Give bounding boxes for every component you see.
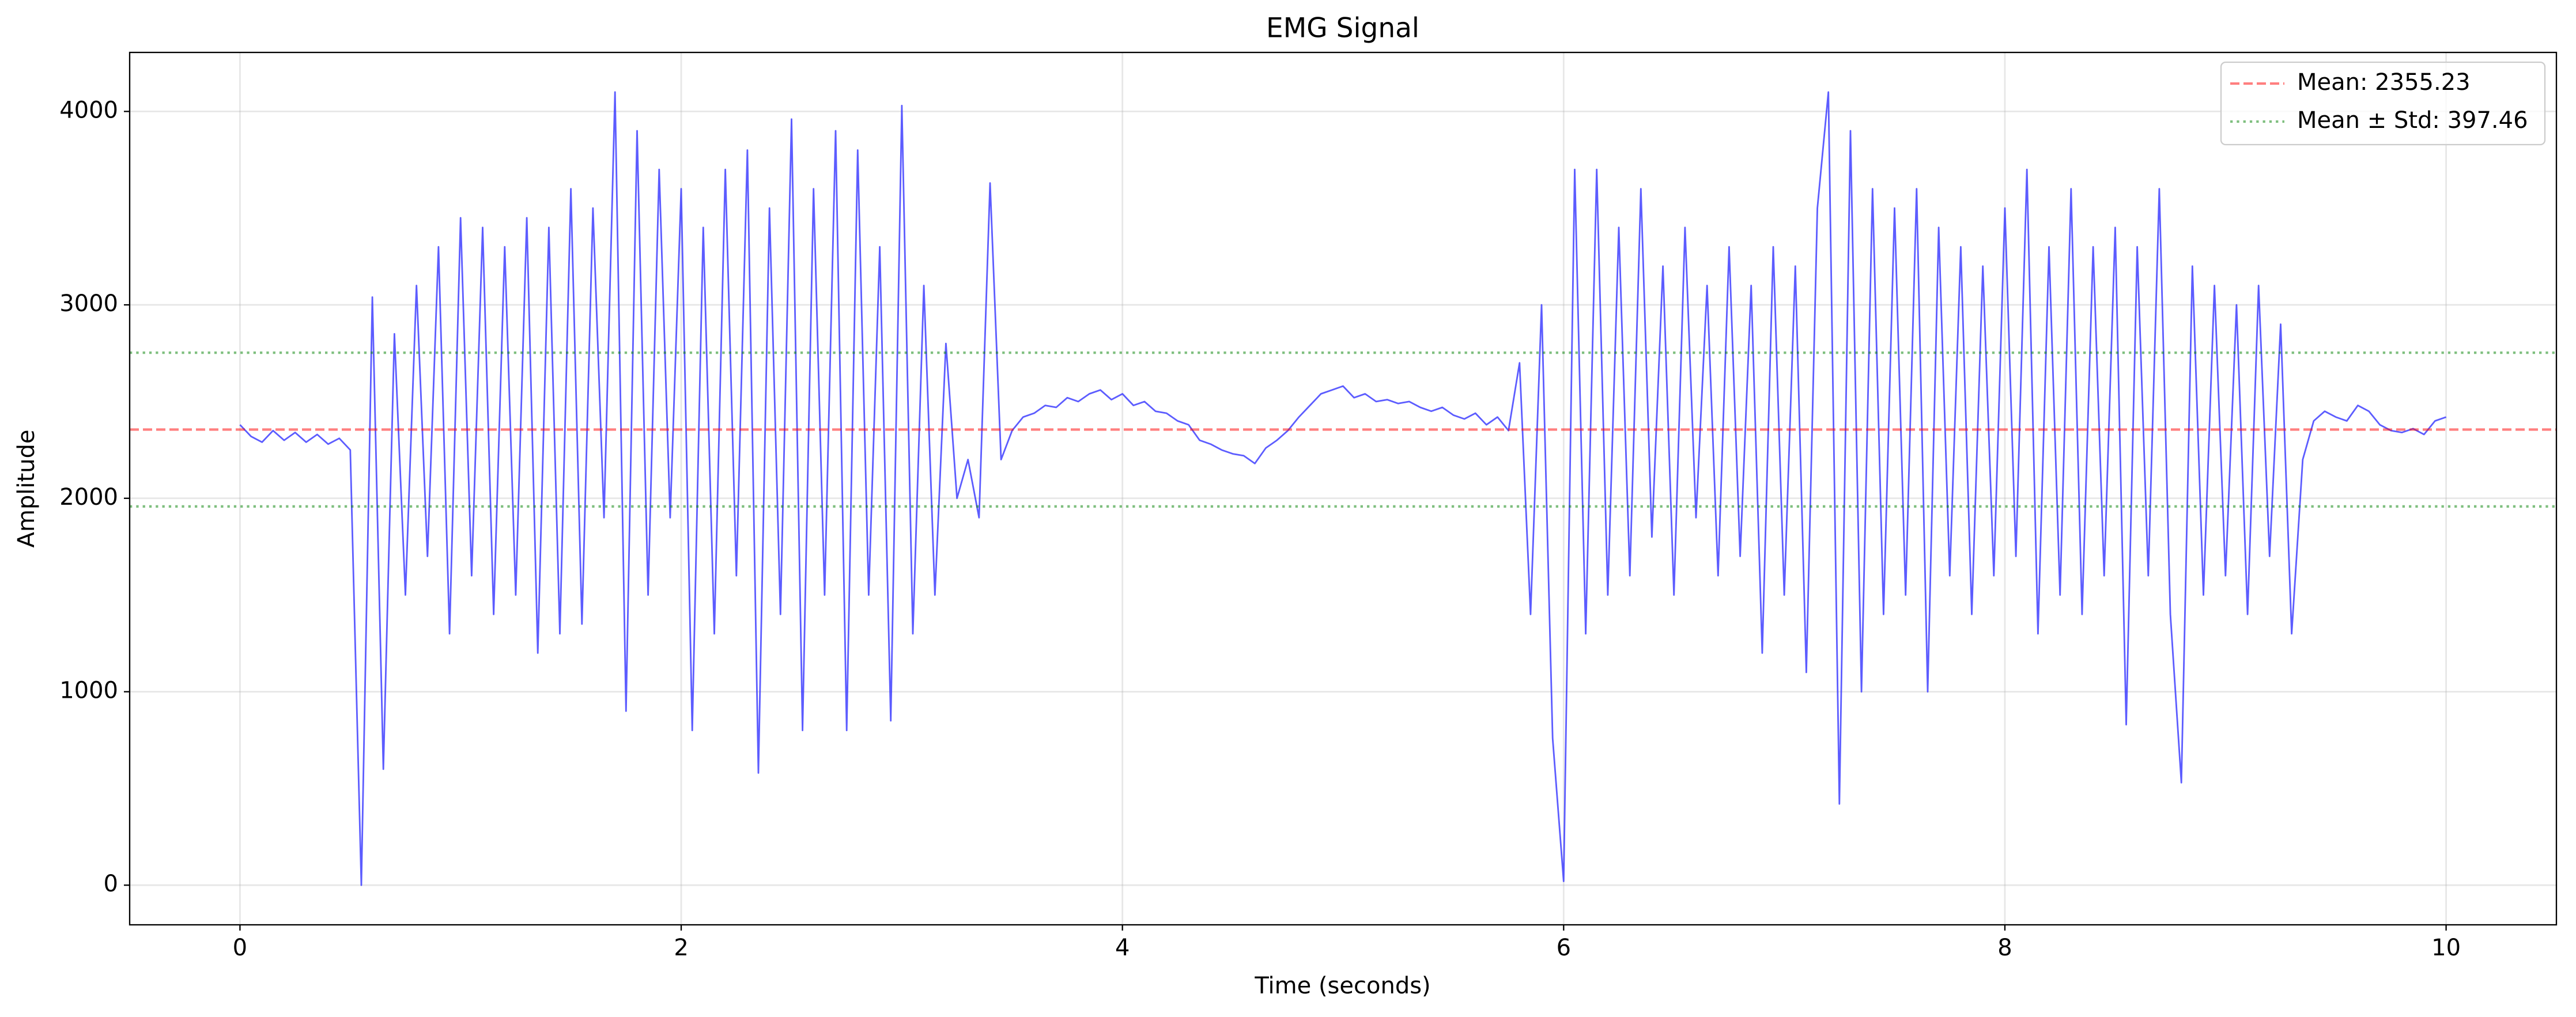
y-tick-label: 1000 [59,677,118,704]
chart-title: EMG Signal [1266,13,1419,44]
legend-box [2220,61,2546,146]
x-tick-label: 6 [1557,935,1571,961]
x-tick-label: 8 [1997,935,2012,961]
y-tick-label: 4000 [59,97,118,123]
x-tick-label: 0 [233,935,247,961]
x-axis-label: Time (seconds) [1254,973,1430,999]
legend-label: Mean ± Std: 397.46 [2297,107,2528,134]
x-tick-label: 2 [674,935,688,961]
x-tick-label: 4 [1115,935,1130,961]
x-tick-label: 10 [2431,935,2461,961]
y-tick-label: 3000 [59,290,118,317]
y-tick-label: 0 [104,871,118,897]
signal-line [239,91,2447,886]
y-axis-label: Amplitude [13,430,40,548]
legend-label: Mean: 2355.23 [2297,69,2471,96]
y-tick-label: 2000 [59,484,118,511]
plot-frame [129,51,2558,926]
